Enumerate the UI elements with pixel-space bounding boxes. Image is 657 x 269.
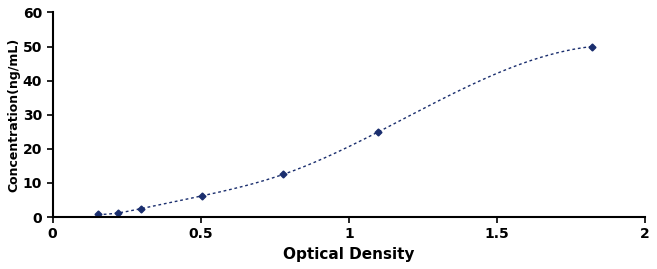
X-axis label: Optical Density: Optical Density xyxy=(283,247,415,262)
Y-axis label: Concentration(ng/mL): Concentration(ng/mL) xyxy=(7,38,20,192)
